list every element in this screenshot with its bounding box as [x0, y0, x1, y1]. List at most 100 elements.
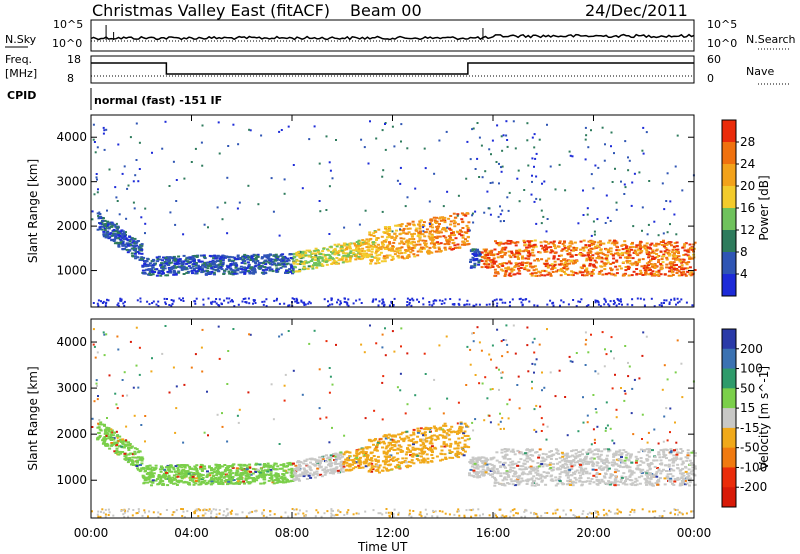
heatmap-cell — [301, 251, 305, 254]
heatmap-cell — [504, 269, 508, 272]
heatmap-cell — [176, 464, 180, 467]
heatmap-cell — [586, 477, 590, 480]
heatmap-cell — [287, 304, 290, 307]
heatmap-cell — [229, 268, 233, 271]
heatmap-cell — [310, 265, 314, 268]
heatmap-cell — [279, 477, 283, 480]
heatmap-cell — [599, 243, 603, 246]
heatmap-cell — [160, 465, 163, 468]
heatmap-cell — [379, 251, 383, 254]
heatmap-cell — [468, 474, 472, 477]
heatmap-cell — [221, 261, 225, 264]
heatmap-cell — [327, 249, 331, 252]
heatmap-cell — [528, 246, 532, 249]
heatmap-cell — [463, 435, 467, 437]
heatmap-cell — [245, 469, 249, 472]
heatmap-cell — [175, 473, 178, 476]
heatmap-cell — [666, 231, 669, 234]
heatmap-cell — [518, 250, 522, 253]
heatmap-cell — [407, 460, 411, 463]
heatmap-cell — [423, 244, 427, 246]
heatmap-cell — [138, 248, 142, 251]
heatmap-cell — [235, 272, 239, 275]
heatmap-cell — [448, 247, 452, 250]
heatmap-cell — [546, 273, 550, 276]
heatmap-cell — [101, 423, 105, 426]
heatmap-cell — [215, 302, 218, 305]
heatmap-cell — [556, 482, 560, 485]
heatmap-cell — [596, 244, 600, 247]
heatmap-cell — [306, 267, 310, 270]
heatmap-cell — [98, 436, 102, 439]
heatmap-cell — [220, 264, 224, 267]
heatmap-cell — [477, 251, 481, 254]
heatmap-cell — [291, 257, 295, 260]
heatmap-cell — [157, 269, 161, 272]
heatmap-cell — [550, 263, 554, 266]
heatmap-cell — [289, 257, 293, 259]
heatmap-cell — [357, 242, 361, 245]
heatmap-cell — [219, 256, 223, 259]
heatmap-cell — [671, 482, 674, 485]
heatmap-cell — [385, 245, 389, 248]
heatmap-cell — [510, 480, 514, 483]
heatmap-cell — [253, 265, 257, 268]
heatmap-cell — [527, 255, 531, 258]
heatmap-cell — [496, 481, 500, 484]
heatmap-cell — [161, 265, 165, 268]
heatmap-cell — [591, 272, 595, 275]
heatmap-cell — [662, 451, 666, 454]
heatmap-cell — [261, 300, 264, 303]
heatmap-cell — [555, 458, 558, 461]
heatmap-cell — [144, 232, 146, 235]
heatmap-cell — [430, 235, 434, 237]
heatmap-cell — [444, 248, 448, 251]
heatmap-cell — [654, 474, 657, 477]
heatmap-cell — [308, 138, 311, 141]
heatmap-cell — [434, 241, 438, 244]
heatmap-cell — [590, 247, 594, 250]
heatmap-cell — [537, 483, 540, 486]
heatmap-cell — [635, 273, 639, 276]
heatmap-cell — [590, 244, 594, 246]
heatmap-cell — [583, 458, 587, 461]
heatmap-cell — [518, 298, 521, 301]
heatmap-cell — [640, 265, 644, 268]
heatmap-cell — [200, 267, 204, 270]
heatmap-cell — [641, 229, 643, 232]
heatmap-cell — [531, 249, 535, 251]
heatmap-cell — [400, 252, 404, 255]
heatmap-cell — [592, 269, 595, 271]
heatmap-cell — [121, 230, 125, 233]
heatmap-cell — [643, 247, 647, 250]
colorbar-tick-label: 24 — [740, 157, 755, 171]
heatmap-cell — [265, 256, 269, 259]
heatmap-cell — [521, 255, 524, 258]
heatmap-cell — [398, 444, 402, 447]
heatmap-cell — [471, 463, 475, 466]
heatmap-cell — [202, 254, 206, 257]
heatmap-cell — [292, 478, 296, 481]
heatmap-cell — [657, 269, 661, 272]
heatmap-cell — [362, 254, 366, 257]
heatmap-cell — [439, 219, 443, 222]
heatmap-cell — [130, 237, 134, 240]
heatmap-cell — [241, 258, 245, 261]
heatmap-cell — [635, 459, 639, 462]
heatmap-cell — [391, 245, 395, 248]
heatmap-cell — [599, 465, 603, 468]
heatmap-cell — [372, 235, 376, 237]
heatmap-cell — [164, 302, 167, 305]
heatmap-cell — [221, 258, 225, 261]
heatmap-cell — [113, 450, 117, 453]
heatmap-cell — [611, 181, 614, 183]
heatmap-cell — [466, 228, 470, 231]
heatmap-cell — [533, 200, 536, 203]
heatmap-cell — [435, 216, 439, 219]
heatmap-cell — [590, 240, 594, 243]
heatmap-cell — [332, 453, 336, 455]
heatmap-cell — [493, 299, 496, 302]
heatmap-cell — [686, 254, 690, 257]
heatmap-cell — [529, 245, 533, 248]
heatmap-cell — [364, 462, 368, 464]
